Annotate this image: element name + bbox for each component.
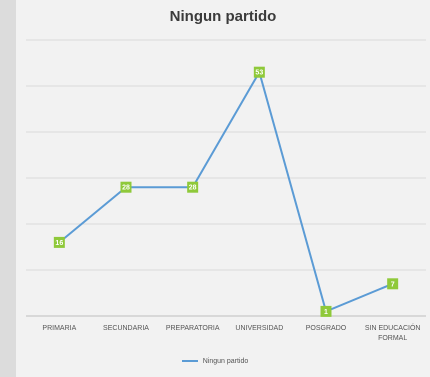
data-label: 28 — [122, 185, 130, 192]
legend: Ningun partido — [0, 358, 430, 365]
left-edge — [0, 0, 16, 377]
legend-label: Ningun partido — [202, 358, 249, 365]
x-tick-label: SECUNDARIA — [103, 325, 149, 332]
series-ningun-partido: 16 28 28 53 1 7 — [53, 66, 399, 317]
data-label: 7 — [391, 281, 395, 288]
x-tick-label: PRIMARIA — [42, 325, 76, 332]
data-point — [253, 66, 265, 78]
x-axis-ticks: PRIMARIA SECUNDARIA PREPARATORIA UNIVERSIDA… — [42, 323, 420, 342]
data-label: 53 — [255, 70, 263, 77]
data-label: 1 — [324, 309, 328, 316]
legend-swatch — [181, 360, 198, 363]
data-point — [387, 278, 399, 290]
data-point — [120, 181, 132, 193]
x-tick-label: UNIVERSIDAD — [235, 325, 283, 332]
data-point — [187, 181, 199, 193]
data-point — [320, 305, 332, 317]
data-label: 16 — [55, 240, 63, 247]
x-tick-label: SIN EDUCACIÓN FORMAL — [365, 323, 421, 342]
x-tick-label: PREPARATORIA — [166, 325, 220, 332]
x-tick-label: POSGRADO — [306, 325, 347, 332]
chart-frame — [16, 0, 430, 377]
data-label: 28 — [189, 185, 197, 192]
series-line — [58, 69, 394, 313]
data-point — [53, 236, 65, 248]
grid-lines — [26, 39, 426, 317]
chart-title: Ningun partido — [169, 8, 277, 25]
